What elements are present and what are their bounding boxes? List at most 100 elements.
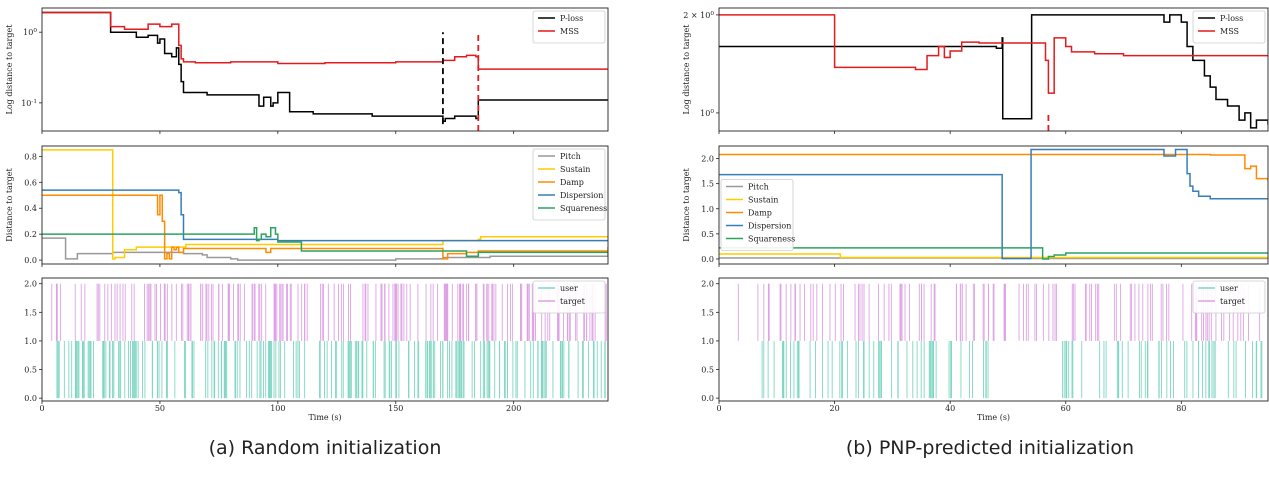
y-tick-label: 1.5 xyxy=(701,308,714,317)
y-axis-label: Log distance to target xyxy=(5,24,14,115)
legend-box xyxy=(720,179,794,251)
legend-label: Sustain xyxy=(748,196,778,205)
legend-label: Dispersion xyxy=(748,222,791,231)
x-tick-label: 50 xyxy=(155,404,165,413)
series-line-Damp xyxy=(719,153,1268,182)
x-tick-label: 60 xyxy=(1061,404,1071,413)
plot-area xyxy=(737,283,1263,399)
x-axis-label: Time (s) xyxy=(308,413,341,422)
legend-label: target xyxy=(1220,297,1246,306)
y-tick-label: 0.4 xyxy=(24,204,37,213)
y-tick-label: 10-1 xyxy=(21,99,37,108)
x-tick-label: 0 xyxy=(716,404,721,413)
axes-frame xyxy=(718,277,1269,402)
series-line-P-loss xyxy=(719,14,1268,129)
legend-label: target xyxy=(560,297,586,306)
legend-label: Dispersion xyxy=(560,191,603,200)
legend-label: Damp xyxy=(560,178,584,187)
series-line-Dispersion xyxy=(42,189,608,242)
axes-frame xyxy=(41,145,609,265)
y-tick-label: 2 × 100 xyxy=(683,11,714,20)
panel-b-1: 0.0 0.5 1.0 1.5 2.0 Distance to target Pitch Su… xyxy=(682,145,1269,267)
legend: user target xyxy=(532,280,606,314)
plot-area xyxy=(719,14,1268,131)
series-line-Damp xyxy=(42,194,608,260)
x-tick-label: 200 xyxy=(506,404,521,413)
series-line-MSS xyxy=(719,14,1268,94)
legend-box xyxy=(1192,280,1266,314)
y-tick-label: 100 xyxy=(23,28,37,37)
plot-area xyxy=(51,283,607,399)
chart-b: 2 × 100 100 Log distance to target P-loss MS… xyxy=(682,7,1269,422)
series-line-Dispersion xyxy=(719,148,1268,260)
legend-label: MSS xyxy=(1220,27,1239,36)
y-tick-label: 1.5 xyxy=(24,308,37,317)
y-tick-label: 0.0 xyxy=(24,256,37,265)
legend-box xyxy=(532,280,606,314)
legend: user target xyxy=(1192,280,1266,314)
x-axis-label: Time (s) xyxy=(977,413,1010,422)
y-tick-label: 1.0 xyxy=(701,205,714,214)
legend-label: Damp xyxy=(748,209,772,218)
y-tick-label: 2.0 xyxy=(24,280,37,289)
caption-a: (a) Random initialization xyxy=(208,437,442,459)
y-tick-label: 0.0 xyxy=(701,394,714,403)
y-tick-label: 0.6 xyxy=(24,178,37,187)
legend: Pitch Sustain Damp Dispersion Squareness xyxy=(720,179,795,251)
x-tick-label: 100 xyxy=(270,404,285,413)
series-line-Squareness xyxy=(719,247,1268,260)
legend-label: Pitch xyxy=(560,152,581,161)
panel-b-2: 0.0 0.5 1.0 1.5 2.0 0 20 40 60 80 user target xyxy=(701,277,1269,413)
chart-a: 100 10-1 Log distance to target P-loss MSS 0.… xyxy=(5,7,609,422)
plot-area xyxy=(42,11,608,131)
panel-a-1: 0.0 0.2 0.4 0.6 0.8 Distance to target Pitch Su… xyxy=(5,145,609,267)
panel-a-2: 0.0 0.5 1.0 1.5 2.0 0 50 100 150 200 user target xyxy=(24,277,609,413)
series-line-Sustain xyxy=(42,149,608,260)
y-tick-label: 1.0 xyxy=(701,337,714,346)
y-tick-label: 0.8 xyxy=(24,152,37,161)
y-tick-label: 0.0 xyxy=(701,255,714,264)
series-line-MSS xyxy=(42,11,608,70)
y-tick-label: 0.5 xyxy=(24,366,37,375)
y-tick-label: 1.0 xyxy=(24,337,37,346)
caption-b: (b) PNP-predicted initialization xyxy=(845,437,1135,459)
series-line-Squareness xyxy=(42,226,608,257)
legend: P-loss MSS xyxy=(1192,10,1266,44)
y-axis-label: Distance to target xyxy=(5,168,14,242)
x-tick-label: 150 xyxy=(388,404,403,413)
legend-box xyxy=(532,148,606,221)
y-axis-label: Distance to target xyxy=(682,168,691,242)
axes-frame xyxy=(41,277,609,402)
y-tick-label: 2.0 xyxy=(701,155,714,164)
legend-label: Squareness xyxy=(748,235,795,244)
plot-area xyxy=(42,149,608,261)
legend-label: P-loss xyxy=(1220,14,1243,23)
plot-area xyxy=(719,148,1268,260)
series-line-Sustain xyxy=(719,253,1268,259)
legend-box xyxy=(1192,10,1266,44)
y-tick-label: 2.0 xyxy=(701,280,714,289)
legend: Pitch Sustain Damp Dispersion Squareness xyxy=(532,148,607,221)
axes-frame xyxy=(718,145,1269,265)
legend-label: Pitch xyxy=(748,183,769,192)
legend-label: MSS xyxy=(560,27,579,36)
y-tick-label: 0.0 xyxy=(24,394,37,403)
x-tick-label: 20 xyxy=(829,404,839,413)
y-axis-label: Log distance to target xyxy=(682,24,691,115)
legend-label: Sustain xyxy=(560,165,590,174)
y-tick-label: 100 xyxy=(700,109,714,118)
axes-frame xyxy=(718,7,1269,132)
legend-box xyxy=(532,10,606,44)
axes-frame xyxy=(41,7,609,132)
legend-label: user xyxy=(1220,284,1238,293)
y-tick-label: 1.5 xyxy=(701,180,714,189)
legend-label: P-loss xyxy=(560,14,583,23)
panel-b-0: 2 × 100 100 Log distance to target P-loss MS… xyxy=(682,7,1269,134)
y-tick-label: 0.5 xyxy=(701,366,714,375)
legend-label: Squareness xyxy=(560,204,607,213)
legend-label: user xyxy=(560,284,578,293)
x-tick-label: 80 xyxy=(1176,404,1186,413)
panel-a-0: 100 10-1 Log distance to target P-loss MSS xyxy=(5,7,609,134)
y-tick-label: 0.5 xyxy=(701,230,714,239)
